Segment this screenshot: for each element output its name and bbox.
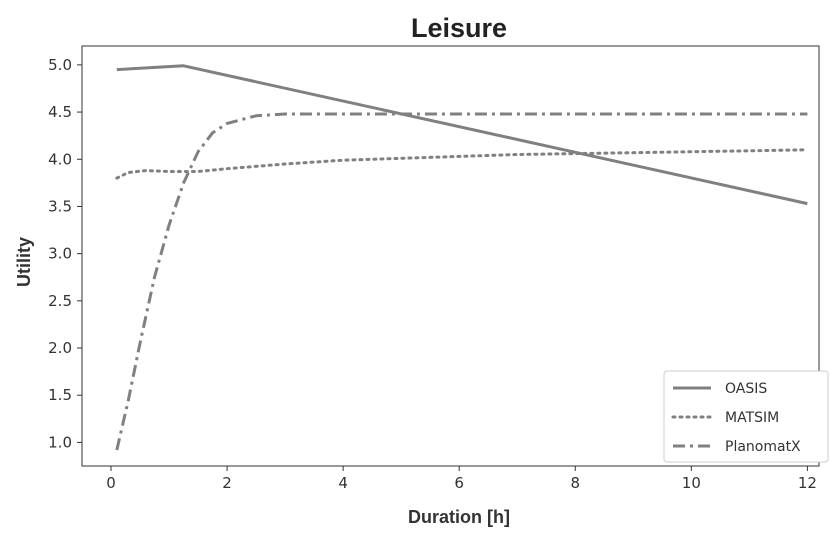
legend-label-matsim: MATSIM (725, 410, 779, 426)
x-tick-label: 6 (454, 474, 464, 492)
y-tick-label: 1.0 (48, 433, 72, 451)
y-tick-label: 1.5 (48, 386, 72, 404)
y-tick-label: 2.0 (48, 339, 72, 357)
series-line-matsim (115, 148, 809, 180)
x-axis-title: Duration [h] (408, 507, 510, 527)
y-tick-label: 3.5 (48, 197, 72, 215)
x-tick-label: 4 (338, 474, 348, 492)
chart-title: Leisure (411, 13, 507, 43)
y-tick-label: 3.0 (48, 245, 72, 263)
legend-label-oasis: OASIS (725, 381, 767, 397)
plot-area-frame (81, 45, 820, 467)
series-line-planomatx (115, 112, 808, 451)
x-tick-label: 2 (222, 474, 232, 492)
series-line-oasis (116, 64, 808, 206)
legend-label-planomatx: PlanomatX (725, 439, 801, 455)
y-tick-label: 4.5 (48, 103, 72, 121)
y-tick-label: 4.0 (48, 150, 72, 168)
x-tick-label: 8 (570, 474, 580, 492)
y-axis-title: Utility (14, 237, 34, 287)
y-tick-label: 2.5 (48, 292, 72, 310)
legend-box (663, 370, 829, 463)
x-tick-label: 12 (798, 474, 817, 492)
x-tick-label: 0 (106, 474, 116, 492)
x-tick-label: 10 (682, 474, 701, 492)
y-tick-label: 5.0 (48, 56, 72, 74)
legend: OASIS MATSIM PlanomatX (663, 370, 829, 463)
